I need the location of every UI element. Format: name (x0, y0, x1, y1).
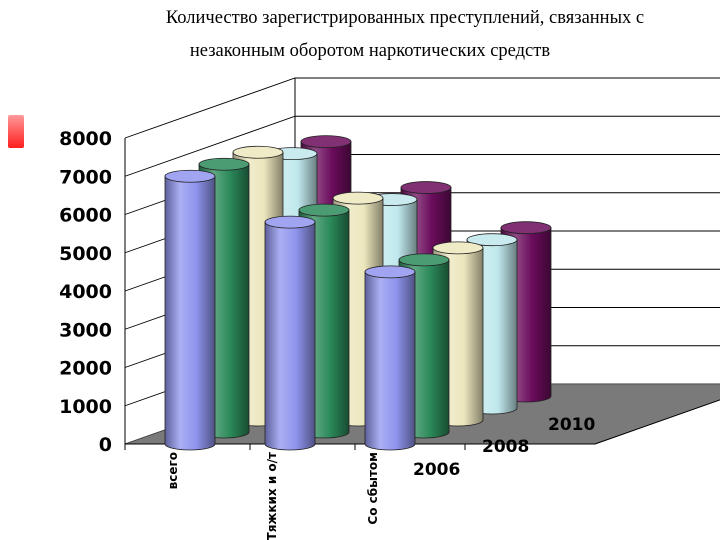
cylinder-top (164, 169, 216, 183)
cylinder-bar (164, 169, 216, 451)
series-axis-label: 2006 (413, 460, 460, 480)
depth-axis-line (594, 399, 720, 445)
category-label: всего (166, 452, 180, 489)
cylinder-body (264, 221, 316, 451)
cylinder-top (500, 221, 552, 235)
cylinder-body (364, 271, 416, 451)
y-tick-label: 1000 (59, 396, 112, 418)
series-axis-label: 2010 (548, 415, 595, 435)
chart-title: Количество зарегистрированных преступлен… (0, 2, 720, 68)
y-tick-label: 2000 (59, 358, 112, 380)
y-tick-label: 5000 (59, 243, 112, 265)
cylinder-top (398, 253, 450, 267)
y-tick-label: 0 (99, 434, 112, 456)
cylinder-body (164, 175, 216, 451)
chart-title-line-2: незаконным оборотом наркотических средст… (189, 41, 551, 61)
chart-title-line-1: Количество зарегистрированных преступлен… (165, 8, 645, 28)
cylinder-top (300, 135, 352, 149)
cylinder-top (332, 191, 384, 205)
category-label: Тяжких и о/т (265, 452, 279, 540)
cylinder-top (364, 265, 416, 279)
y-tick-label: 7000 (59, 166, 112, 188)
cylinder-top (232, 145, 284, 159)
series-axis-label: 2008 (482, 437, 529, 457)
gridline (124, 77, 720, 139)
cylinder-top (432, 241, 484, 255)
cylinder-top (264, 215, 316, 229)
category-label: Со сбытом (366, 452, 380, 525)
y-tick-label: 6000 (59, 205, 112, 227)
cylinder-top (298, 203, 350, 217)
cylinder-top (400, 181, 452, 194)
y-tick-label: 4000 (59, 281, 112, 303)
cylinder-bar (364, 265, 416, 451)
cylinder-bar (264, 215, 316, 451)
y-tick-label: 3000 (59, 319, 112, 341)
cylinder-top (466, 233, 518, 247)
cylinder-top (198, 157, 250, 171)
y-tick-label: 8000 (59, 128, 112, 150)
decorative-marker (8, 115, 24, 148)
